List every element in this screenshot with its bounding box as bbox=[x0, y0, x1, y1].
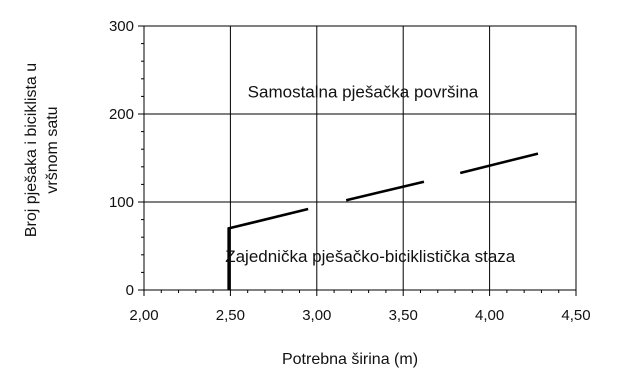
series-group bbox=[227, 152, 539, 290]
y-tick-labels: 0 100 200 300 bbox=[109, 18, 134, 299]
y-tick-label: 0 bbox=[126, 282, 134, 299]
y-axis-title-text: Broj pješaka i biciklista u vršnom satu bbox=[23, 63, 61, 237]
y-tick-label: 300 bbox=[109, 18, 134, 35]
annotations: Samostalna pješačka površina Zajednička p… bbox=[225, 82, 516, 266]
x-tick-label: 3,50 bbox=[389, 307, 418, 324]
y-axis-title: Broj pješaka i biciklista u vršnom satu bbox=[23, 63, 61, 237]
plot-frame bbox=[143, 25, 577, 291]
x-tick-label: 4,50 bbox=[561, 307, 590, 324]
x-tick-labels: 2,00 2,50 3,00 3,50 4,00 4,50 bbox=[129, 307, 590, 324]
x-tick-label: 3,00 bbox=[302, 307, 331, 324]
x-tick-label: 4,00 bbox=[475, 307, 504, 324]
annotation-text: Samostalna pješačka površina bbox=[248, 82, 479, 101]
series-line-segment bbox=[459, 152, 539, 175]
x-axis-title: Potrebna širina (m) bbox=[282, 351, 418, 368]
y-axis-title-line: vršnom satu bbox=[44, 106, 61, 193]
annotation-text: Zajednička pješačko-biciklistička staza bbox=[225, 247, 516, 266]
plot-area bbox=[143, 25, 577, 291]
grid bbox=[144, 26, 576, 290]
series-line-segment bbox=[345, 180, 425, 202]
series-line-segment bbox=[227, 207, 309, 290]
y-tick-label: 200 bbox=[109, 106, 134, 123]
x-tick-label: 2,00 bbox=[129, 307, 158, 324]
y-axis-title-line: Broj pješaka i biciklista u bbox=[23, 63, 40, 237]
y-tick-label: 100 bbox=[109, 194, 134, 211]
x-tick-label: 2,50 bbox=[216, 307, 245, 324]
